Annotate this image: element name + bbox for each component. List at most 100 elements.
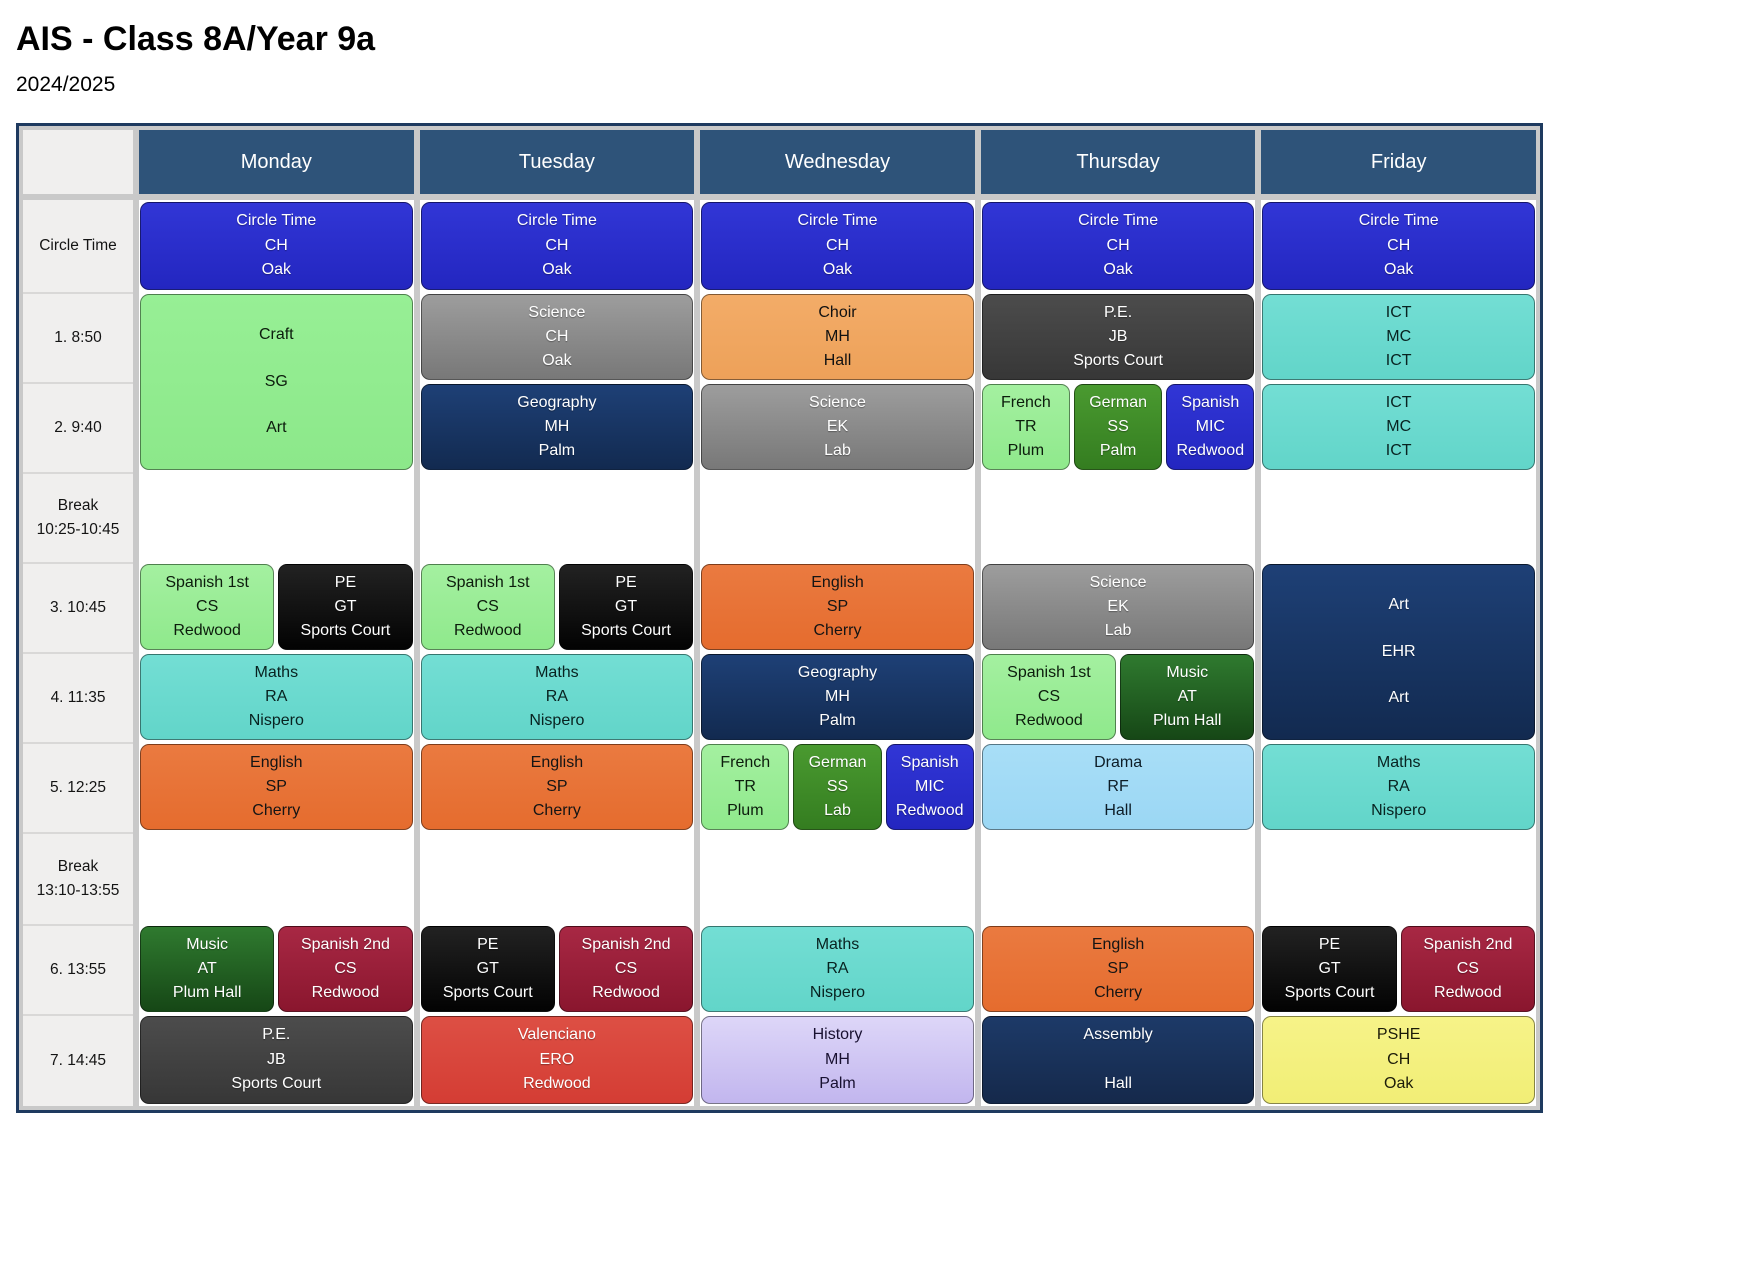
lesson-teacher: TR (734, 777, 756, 795)
lesson-room: Cherry (252, 801, 301, 819)
lesson-subject: Spanish 1st (445, 573, 530, 591)
lesson-subject: French (720, 753, 771, 771)
lesson-spanish-1st[interactable]: Spanish 1st CS Redwood (981, 654, 1117, 740)
lesson-p-e[interactable]: P.E. JB Sports Court (981, 294, 1255, 380)
lesson-subject: Music (1166, 663, 1209, 681)
lesson-subject: French (1001, 393, 1051, 411)
lesson-valenciano[interactable]: Valenciano ERO Redwood (420, 1016, 694, 1104)
lesson-german[interactable]: German SS Palm (1074, 384, 1163, 470)
lesson-english[interactable]: English SP Cherry (981, 926, 1255, 1012)
lesson-teacher: GT (476, 959, 499, 977)
timetable-cell-tuesday-row5: Maths RA Nispero (420, 652, 695, 742)
lesson-spanish-2nd[interactable]: Spanish 2nd CS Redwood (558, 926, 694, 1012)
lesson-spanish-2nd[interactable]: Spanish 2nd CS Redwood (1400, 926, 1536, 1012)
lesson-maths[interactable]: Maths RA Nispero (701, 926, 974, 1012)
lesson-teacher: CH (1106, 236, 1130, 254)
lesson-geography[interactable]: Geography MH Palm (420, 384, 694, 470)
lesson-circle-time[interactable]: Circle Time CH Oak (701, 202, 974, 290)
time-row-label: 6. 13:55 (23, 924, 133, 1014)
lesson-drama[interactable]: Drama RF Hall (981, 744, 1255, 830)
timetable-cell-wednesday-row8: Maths RA Nispero (700, 924, 975, 1014)
page-title: AIS - Class 8A/Year 9a (16, 20, 376, 58)
lesson-german[interactable]: German SS Lab (793, 744, 882, 830)
lesson-english[interactable]: English SP Cherry (420, 744, 694, 830)
lesson-teacher: GT (614, 597, 638, 615)
lesson-maths[interactable]: Maths RA Nispero (140, 654, 413, 740)
lesson-room: Oak (542, 351, 572, 369)
lesson-english[interactable]: English SP Cherry (701, 564, 974, 650)
lesson-teacher: CS (334, 959, 357, 977)
lesson-science[interactable]: Science EK Lab (981, 564, 1255, 650)
lesson-circle-time[interactable]: Circle Time CH Oak (981, 202, 1255, 290)
lesson-pe[interactable]: PE GT Sports Court (558, 564, 694, 650)
lesson-subject: Circle Time (797, 212, 878, 230)
day-header-thursday: Thursday (980, 130, 1256, 194)
lesson-geography[interactable]: Geography MH Palm (701, 654, 974, 740)
lesson-spanish-1st[interactable]: Spanish 1st CS Redwood (420, 564, 555, 650)
lesson-teacher: RA (1387, 777, 1410, 795)
lesson-assembly[interactable]: Assembly Hall (981, 1016, 1255, 1104)
lesson-subject: Geography (517, 393, 597, 411)
time-row-label: 4. 11:35 (23, 652, 133, 742)
timetable-cell-tuesday-row2: Geography MH Palm (420, 382, 695, 472)
lesson-english[interactable]: English SP Cherry (140, 744, 413, 830)
lesson-french[interactable]: French TR Plum (981, 384, 1070, 470)
lesson-spanish-1st[interactable]: Spanish 1st CS Redwood (140, 564, 275, 650)
lesson-art[interactable]: Art EHR Art (1262, 564, 1535, 740)
lesson-maths[interactable]: Maths RA Nispero (420, 654, 694, 740)
timetable-cell-friday-row4: Art EHR Art (1261, 562, 1536, 742)
timetable-grid: Monday Tuesday Wednesday Thursday Friday Circ… (23, 130, 1536, 1106)
lesson-subject: Spanish 2nd (1423, 935, 1513, 953)
lesson-circle-time[interactable]: Circle Time CH Oak (140, 202, 413, 290)
lesson-pe[interactable]: PE GT Sports Court (420, 926, 555, 1012)
lesson-teacher: MIC (915, 777, 945, 795)
lesson-science[interactable]: Science EK Lab (701, 384, 974, 470)
lesson-pe[interactable]: PE GT Sports Court (278, 564, 413, 650)
lesson-pe[interactable]: PE GT Sports Court (1262, 926, 1397, 1012)
lesson-circle-time[interactable]: Circle Time CH Oak (1262, 202, 1535, 290)
lesson-room: Plum Hall (1153, 711, 1222, 729)
lesson-teacher: SP (265, 777, 287, 795)
time-row-label: Circle Time (23, 200, 133, 292)
timetable-cell-friday-row9: PSHE CH Oak (1261, 1014, 1536, 1106)
lesson-room: Redwood (1015, 711, 1083, 729)
time-row-label: Break 13:10-13:55 (23, 832, 133, 924)
day-header-tuesday: Tuesday (419, 130, 695, 194)
lesson-maths[interactable]: Maths RA Nispero (1262, 744, 1535, 830)
lesson-teacher: RA (265, 687, 288, 705)
lesson-subject: Spanish 1st (1007, 663, 1091, 681)
lesson-spanish[interactable]: Spanish MIC Redwood (1166, 384, 1255, 470)
lesson-ict[interactable]: ICT MC ICT (1262, 384, 1535, 470)
lesson-craft[interactable]: Craft SG Art (140, 294, 413, 470)
lesson-teacher: MH (825, 1050, 850, 1068)
lesson-subject: Maths (535, 663, 579, 681)
timetable-cell-friday-row8: PE GT Sports Court Spanish 2nd CS Redwood (1261, 924, 1536, 1014)
lesson-science[interactable]: Science CH Oak (420, 294, 694, 380)
lesson-french[interactable]: French TR Plum (701, 744, 790, 830)
lesson-spanish[interactable]: Spanish MIC Redwood (885, 744, 974, 830)
timetable-cell-monday-row1: Craft SG Art (139, 292, 414, 472)
timetable-cell-tuesday-row0: Circle Time CH Oak (420, 200, 695, 292)
lesson-music[interactable]: Music AT Plum Hall (1120, 654, 1255, 740)
lesson-pshe[interactable]: PSHE CH Oak (1262, 1016, 1535, 1104)
time-row-label-line: 2. 9:40 (54, 418, 102, 436)
time-row-label-line: 6. 13:55 (49, 960, 107, 978)
lesson-subject: PE (615, 573, 637, 591)
lesson-circle-time[interactable]: Circle Time CH Oak (420, 202, 694, 290)
lesson-subject: Assembly (1083, 1026, 1153, 1044)
lesson-room: Lab (824, 441, 851, 459)
lesson-teacher: SS (826, 777, 849, 795)
timetable-frame: Monday Tuesday Wednesday Thursday Friday Circ… (16, 123, 1543, 1113)
day-header-monday: Monday (139, 130, 414, 194)
lesson-choir[interactable]: Choir MH Hall (701, 294, 974, 380)
lesson-spanish-2nd[interactable]: Spanish 2nd CS Redwood (278, 926, 413, 1012)
lesson-subject: Spanish 2nd (581, 935, 671, 953)
lesson-teacher: SP (1107, 959, 1129, 977)
timetable-cell-thursday-row5: Spanish 1st CS Redwood Music AT Plum Hall (981, 652, 1256, 742)
lesson-music[interactable]: Music AT Plum Hall (140, 926, 275, 1012)
lesson-history[interactable]: History MH Palm (701, 1016, 974, 1104)
lesson-teacher: JB (1108, 327, 1128, 345)
lesson-p-e[interactable]: P.E. JB Sports Court (140, 1016, 413, 1104)
lesson-ict[interactable]: ICT MC ICT (1262, 294, 1535, 380)
time-row-label-line: Break (57, 857, 99, 875)
